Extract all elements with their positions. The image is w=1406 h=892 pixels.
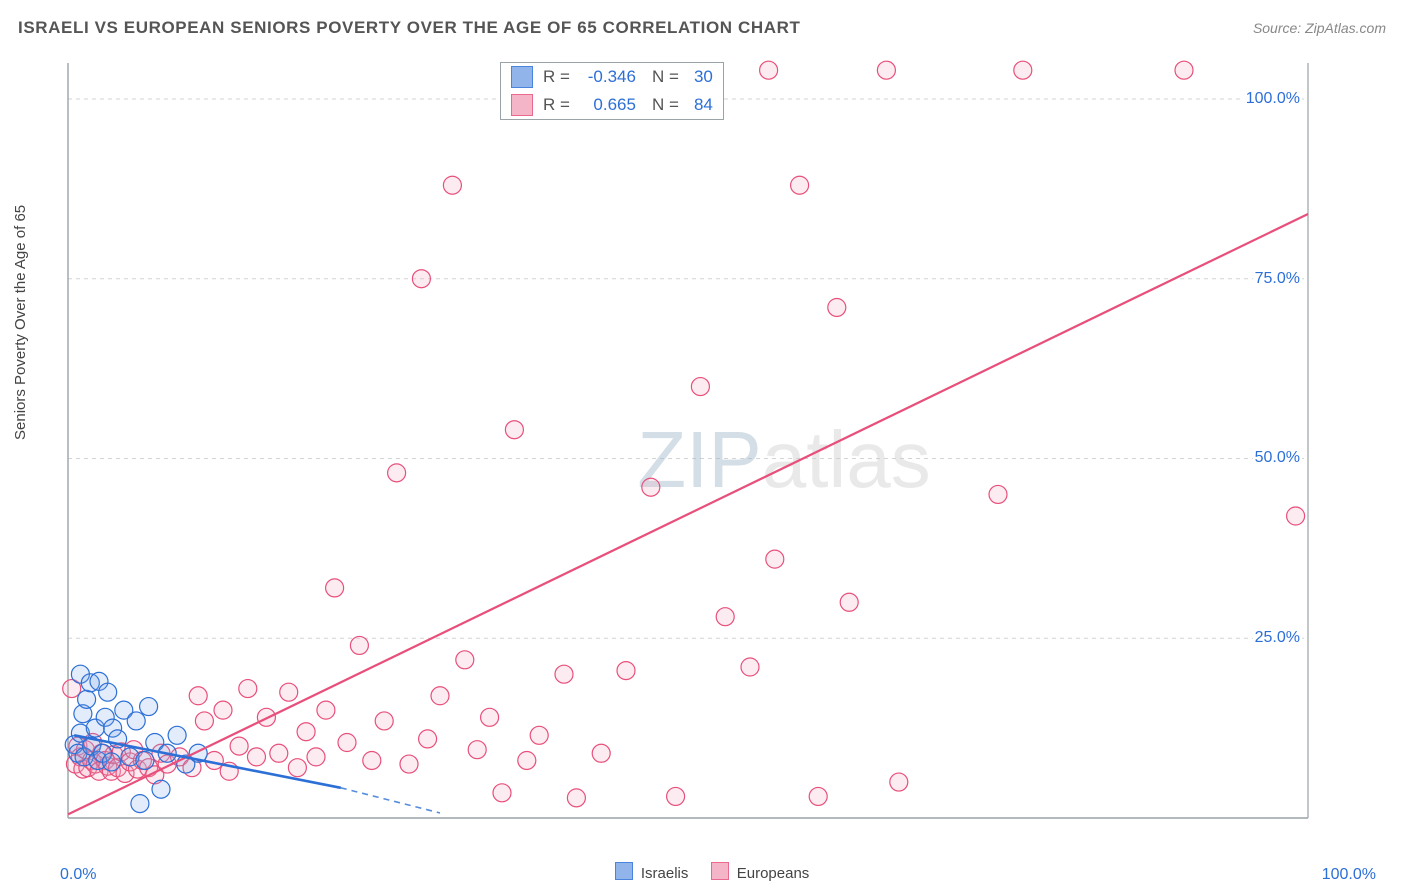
swatch-israelis <box>511 66 533 88</box>
stats-row-israelis: R = -0.346 N = 30 <box>501 63 723 91</box>
legend-swatch-europeans <box>711 862 729 880</box>
y-tick-label: 100.0% <box>1244 90 1302 108</box>
r-label: R = <box>543 95 570 115</box>
y-tick-label: 25.0% <box>1253 629 1302 647</box>
source-attribution: Source: ZipAtlas.com <box>1253 20 1386 36</box>
swatch-europeans <box>511 94 533 116</box>
n-label: N = <box>652 67 679 87</box>
chart-title: ISRAELI VS EUROPEAN SENIORS POVERTY OVER… <box>18 18 800 38</box>
y-axis-label: Seniors Poverty Over the Age of 65 <box>12 205 29 440</box>
r-label: R = <box>543 67 570 87</box>
n-value-europeans: 84 <box>683 95 713 115</box>
legend-label-europeans: Europeans <box>737 865 810 882</box>
r-value-europeans: 0.665 <box>574 95 636 115</box>
r-value-israelis: -0.346 <box>574 67 636 87</box>
series-legend: Israelis Europeans <box>0 862 1406 882</box>
y-tick-label: 50.0% <box>1253 449 1302 467</box>
svg-text:ZIPatlas: ZIPatlas <box>637 415 930 504</box>
plot-area: ZIPatlas <box>58 58 1378 838</box>
n-value-israelis: 30 <box>683 67 713 87</box>
legend-label-israelis: Israelis <box>641 865 689 882</box>
scatter-svg: ZIPatlas <box>58 58 1378 838</box>
y-tick-label: 75.0% <box>1253 270 1302 288</box>
stats-legend: R = -0.346 N = 30 R = 0.665 N = 84 <box>500 62 724 120</box>
n-label: N = <box>652 95 679 115</box>
legend-swatch-israelis <box>615 862 633 880</box>
stats-row-europeans: R = 0.665 N = 84 <box>501 91 723 119</box>
chart-container: ISRAELI VS EUROPEAN SENIORS POVERTY OVER… <box>0 0 1406 892</box>
